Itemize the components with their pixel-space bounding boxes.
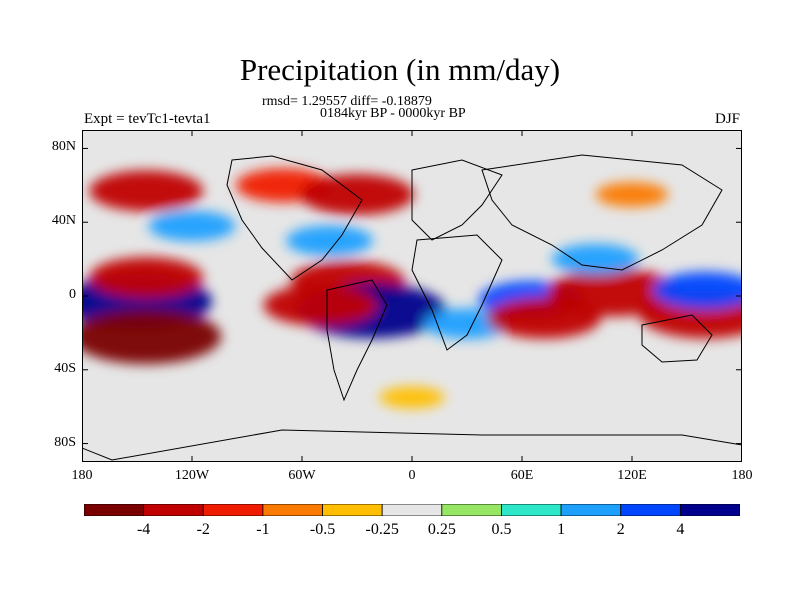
colorbar-segment (202, 504, 264, 516)
x-tick-label: 0 (408, 468, 416, 483)
colorbar-label: 4 (676, 521, 685, 538)
coastline-1 (326, 279, 388, 402)
anomaly-southern-ocean-dry-band (379, 386, 445, 409)
coastline-3 (411, 234, 503, 351)
coastline-5 (641, 314, 713, 363)
anomaly-north-pacific-wet (148, 210, 236, 242)
x-tick-label: 60W (288, 468, 316, 483)
colorbar-label: -0.25 (365, 521, 399, 538)
colorbar-label: -1 (256, 521, 270, 538)
anomaly-west-pacific-wet (652, 271, 742, 310)
colorbar-label: 2 (616, 521, 625, 538)
anomaly-north-atlantic-wet (286, 225, 373, 256)
colorbar-segment (84, 504, 145, 516)
colorbar-segment (322, 504, 383, 516)
y-tick-label: 40S (54, 360, 76, 376)
colorbar-label: -2 (196, 521, 210, 538)
y-tick-label: 40N (51, 213, 76, 229)
anomaly-north-pacific-dry-band (89, 257, 204, 299)
y-tick-label: 0 (69, 287, 76, 302)
colorbar-segment (381, 504, 443, 516)
colorbar-label: -0.5 (309, 521, 336, 538)
coastline-4 (481, 154, 723, 271)
anomaly-north-pacific-storm-dry (89, 170, 204, 212)
colorbar-segment (620, 504, 681, 516)
period-line: 0184kyr BP - 0000kyr BP (320, 106, 466, 121)
anomaly-siberia-dry (595, 182, 669, 208)
coastline-0 (226, 155, 363, 281)
colorbar-label: 1 (557, 521, 566, 538)
colorbar-label: -4 (136, 521, 151, 538)
coastline-2 (411, 159, 503, 241)
experiment-label: Expt = tevTc1-tevta1 (84, 111, 211, 127)
anomaly-south-pacific-dry-band (82, 309, 222, 365)
x-tick-label: 120W (174, 468, 210, 483)
chart-title: Precipitation (in mm/day) (239, 52, 561, 87)
anomaly-north-atlantic-dry (300, 174, 414, 216)
x-tick-label: 180 (71, 468, 93, 483)
colorbar-segment (441, 504, 502, 516)
colorbar-segment (143, 504, 204, 516)
colorbar-segment (560, 504, 622, 516)
anomaly-north-west-pacific-wet (551, 243, 639, 275)
x-tick-label: 120E (617, 468, 647, 483)
colorbar-segment (679, 504, 740, 516)
colorbar-label: 0.5 (491, 521, 512, 538)
y-tick-label: 80S (54, 434, 76, 450)
stats-line: rmsd= 1.29557 diff= -0.18879 (262, 94, 432, 109)
season-label: DJF (714, 111, 740, 127)
colorbar-segment (501, 504, 562, 516)
colorbar (84, 504, 740, 516)
colorbar-label: 0.25 (427, 521, 456, 538)
y-tick-label: 80N (51, 139, 76, 155)
precipitation-map (82, 130, 742, 462)
x-tick-label: 180 (731, 468, 753, 483)
colorbar-segment (262, 504, 323, 516)
coastline-6 (82, 429, 742, 462)
x-tick-label: 60E (510, 468, 534, 483)
anomaly-south-america-dry (263, 284, 378, 326)
